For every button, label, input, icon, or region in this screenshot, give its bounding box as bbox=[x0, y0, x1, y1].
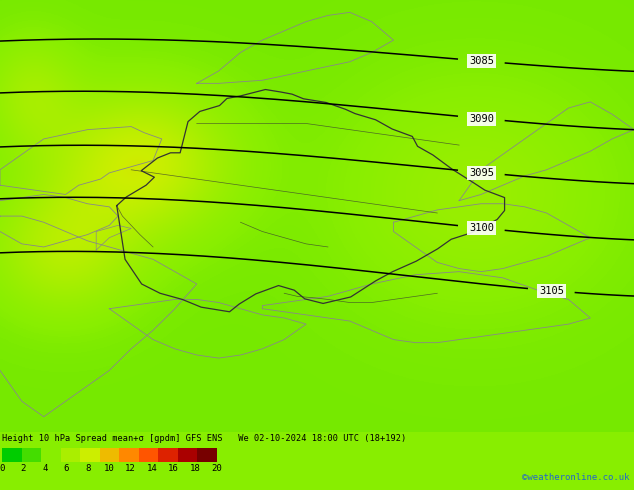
Bar bbox=[178, 448, 197, 462]
Text: 3090: 3090 bbox=[469, 114, 495, 123]
Text: 18: 18 bbox=[190, 464, 200, 473]
Text: 3095: 3095 bbox=[469, 168, 495, 178]
Bar bbox=[60, 448, 80, 462]
Bar bbox=[80, 448, 100, 462]
Text: 3100: 3100 bbox=[469, 223, 495, 233]
Text: ©weatheronline.co.uk: ©weatheronline.co.uk bbox=[522, 473, 630, 482]
Bar bbox=[158, 448, 178, 462]
Text: 3085: 3085 bbox=[469, 56, 495, 66]
Text: 14: 14 bbox=[147, 464, 157, 473]
Text: 10: 10 bbox=[104, 464, 115, 473]
Text: 12: 12 bbox=[126, 464, 136, 473]
Text: 3105: 3105 bbox=[539, 286, 564, 296]
Text: 0: 0 bbox=[0, 464, 4, 473]
Text: 6: 6 bbox=[63, 464, 69, 473]
Bar bbox=[22, 448, 41, 462]
Text: 20: 20 bbox=[211, 464, 222, 473]
Bar bbox=[138, 448, 158, 462]
Bar bbox=[119, 448, 138, 462]
Bar bbox=[2, 448, 22, 462]
Text: 8: 8 bbox=[85, 464, 91, 473]
Text: 4: 4 bbox=[42, 464, 48, 473]
Bar bbox=[197, 448, 216, 462]
Text: 16: 16 bbox=[168, 464, 179, 473]
Text: Height 10 hPa Spread mean+σ [gpdm] GFS ENS   We 02-10-2024 18:00 UTC (18+192): Height 10 hPa Spread mean+σ [gpdm] GFS E… bbox=[2, 434, 406, 443]
Bar bbox=[100, 448, 119, 462]
Bar bbox=[41, 448, 60, 462]
Text: 2: 2 bbox=[21, 464, 26, 473]
